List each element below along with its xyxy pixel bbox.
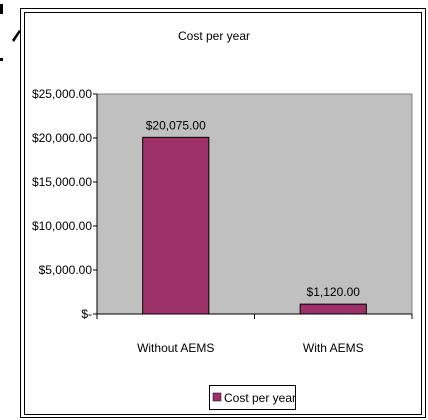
legend: Cost per year: [209, 385, 296, 410]
y-tick-label: $5,000.00: [39, 263, 93, 277]
category-labels: Without AEMS With AEMS: [137, 341, 364, 355]
edge-mark-top: [0, 4, 3, 14]
y-tick-label: $10,000.00: [32, 219, 92, 233]
data-labels: $20,075.00 $1,120.00: [146, 118, 361, 299]
y-tick-label: $25,000.00: [32, 87, 92, 101]
data-label: $20,075.00: [146, 118, 206, 132]
legend-label: Cost per year: [224, 391, 296, 405]
y-ticks: $25,000.00 $20,000.00 $15,000.00 $10,000.00…: [32, 87, 97, 321]
bar: [142, 136, 210, 315]
edge-mark-right: [0, 58, 3, 61]
data-label: $1,120.00: [307, 285, 361, 299]
category-label: With AEMS: [303, 341, 364, 355]
legend-box: [209, 385, 296, 410]
bars: [142, 136, 367, 315]
edge-mark-slash: [12, 30, 21, 42]
y-tick-label: $15,000.00: [32, 175, 92, 189]
chart-title: Cost per year: [178, 29, 250, 43]
category-label: Without AEMS: [137, 341, 214, 355]
y-tick-label: $-: [81, 307, 92, 321]
legend-swatch: [212, 392, 222, 402]
bar: [299, 303, 367, 315]
y-tick-label: $20,000.00: [32, 131, 92, 145]
chart-frame-inner: [24, 12, 422, 415]
x-ticks: [96, 314, 413, 319]
